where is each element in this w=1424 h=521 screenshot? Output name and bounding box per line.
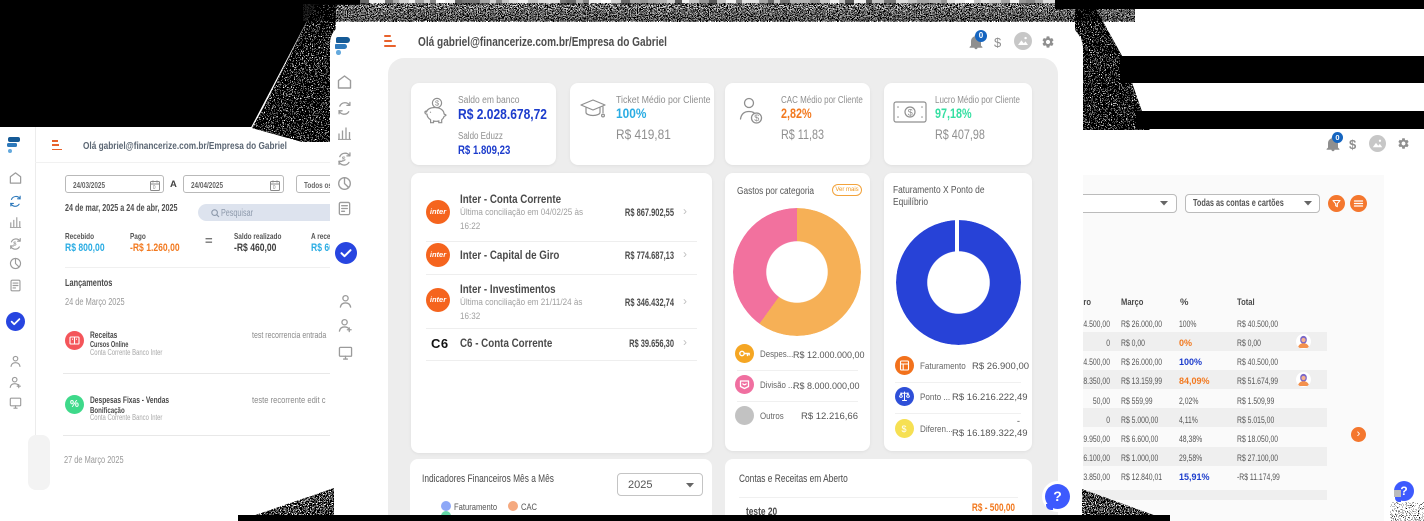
svg-text:0: 0 xyxy=(153,185,156,191)
svg-text:0: 0 xyxy=(273,185,276,191)
svg-text:$: $ xyxy=(754,113,759,123)
svg-text:$: $ xyxy=(13,242,17,248)
svg-text:$: $ xyxy=(908,107,913,117)
svg-text:$: $ xyxy=(902,424,907,434)
svg-text:$: $ xyxy=(435,99,440,108)
svg-text:$: $ xyxy=(342,156,346,163)
